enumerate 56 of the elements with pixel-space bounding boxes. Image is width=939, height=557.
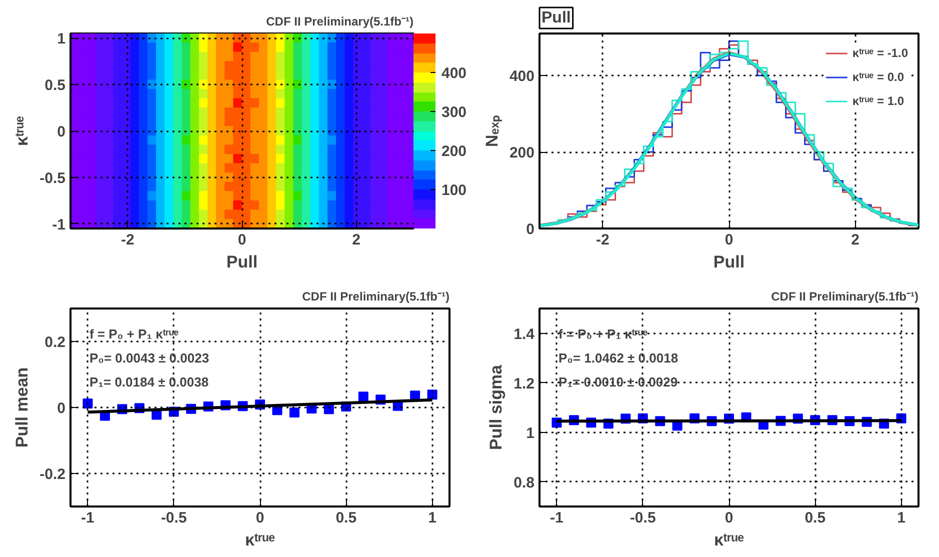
x-tick-label: 0	[238, 232, 246, 248]
y-tick-label: -0.5	[40, 170, 66, 187]
x-tick-label: 0	[724, 510, 734, 526]
x-tick-label: -0.5	[160, 510, 187, 526]
x-tick-label: 0	[724, 232, 734, 248]
y-tick-label: 1.4	[514, 326, 536, 343]
y-tick-label: 1.2	[514, 375, 535, 392]
x-tick-label: -1	[550, 510, 564, 526]
y-tick-label: 0	[526, 221, 534, 238]
x-axis-title: κᵗʳᵘᵉ	[714, 530, 744, 550]
color-bar-label: 100	[442, 182, 467, 199]
annotation: f = P₀ + P₁ κᵗʳᵘᵉ	[89, 326, 179, 342]
x-tick-label: -0.5	[630, 510, 656, 526]
y-tick-label: 0	[57, 124, 66, 140]
x-tick-label: 0.5	[336, 510, 357, 526]
x-axis-title: Pull	[226, 252, 258, 272]
chart-title: CDF II Preliminary(5.1fb⁻¹)	[266, 14, 414, 28]
y-axis-title: κᵗʳᵘᵉ	[12, 116, 32, 146]
annotation: f = P₀ + P₁ κᵗʳᵘᵉ	[558, 326, 648, 342]
x-tick-label: 0	[256, 510, 264, 526]
chart-title: Pull	[542, 10, 571, 26]
y-axis-title: Pull sigma	[486, 364, 506, 450]
y-tick-label: -0.2	[40, 466, 66, 483]
y-tick-label: 1	[526, 424, 534, 442]
y-tick-label: 200	[509, 144, 535, 162]
x-tick-label: -2	[121, 232, 134, 248]
annotation: P₁= 0.0184 ± 0.0038	[89, 374, 209, 390]
legend-label: κᵗʳᵘᵉ = -1.0	[852, 46, 908, 60]
annotation: P₁= 0.0010 ± 0.0029	[558, 374, 678, 390]
chart-title: CDF II Preliminary(5.1fb⁻¹)	[302, 290, 450, 304]
x-tick-label: 1	[428, 510, 436, 526]
x-axis-title: κᵗʳᵘᵉ	[244, 530, 276, 550]
color-bar-label: 300	[442, 104, 467, 121]
x-tick-label: 1	[897, 510, 906, 526]
y-axis-title: Nₑₓₚ	[482, 115, 502, 147]
x-tick-label: 2	[851, 232, 860, 248]
x-tick-label: 0.5	[804, 510, 826, 526]
x-tick-label: -2	[596, 232, 610, 248]
annotation: P₀= 1.0462 ± 0.0018	[558, 350, 678, 366]
y-tick-label: 400	[509, 68, 535, 86]
y-tick-label: -1	[52, 216, 66, 234]
y-tick-label: 1	[57, 30, 66, 48]
x-tick-label: -1	[81, 510, 94, 526]
y-tick-label: 0	[57, 400, 66, 417]
y-axis-title: Pull mean	[12, 367, 32, 448]
legend-label: κᵗʳᵘᵉ = 1.0	[852, 94, 904, 108]
color-bar-label: 200	[442, 143, 467, 160]
legend-label: κᵗʳᵘᵉ = 0.0	[852, 70, 904, 84]
y-tick-label: 0.5	[44, 77, 66, 94]
color-bar-label: 400	[442, 65, 467, 82]
annotation: P₀= 0.0043 ± 0.0023	[89, 350, 210, 366]
y-tick-label: 0.2	[44, 334, 66, 351]
x-axis-title: Pull	[713, 252, 745, 272]
chart-title: CDF II Preliminary(5.1fb⁻¹)	[771, 290, 919, 304]
y-tick-label: 0.8	[514, 474, 535, 492]
x-tick-label: 2	[352, 232, 361, 248]
